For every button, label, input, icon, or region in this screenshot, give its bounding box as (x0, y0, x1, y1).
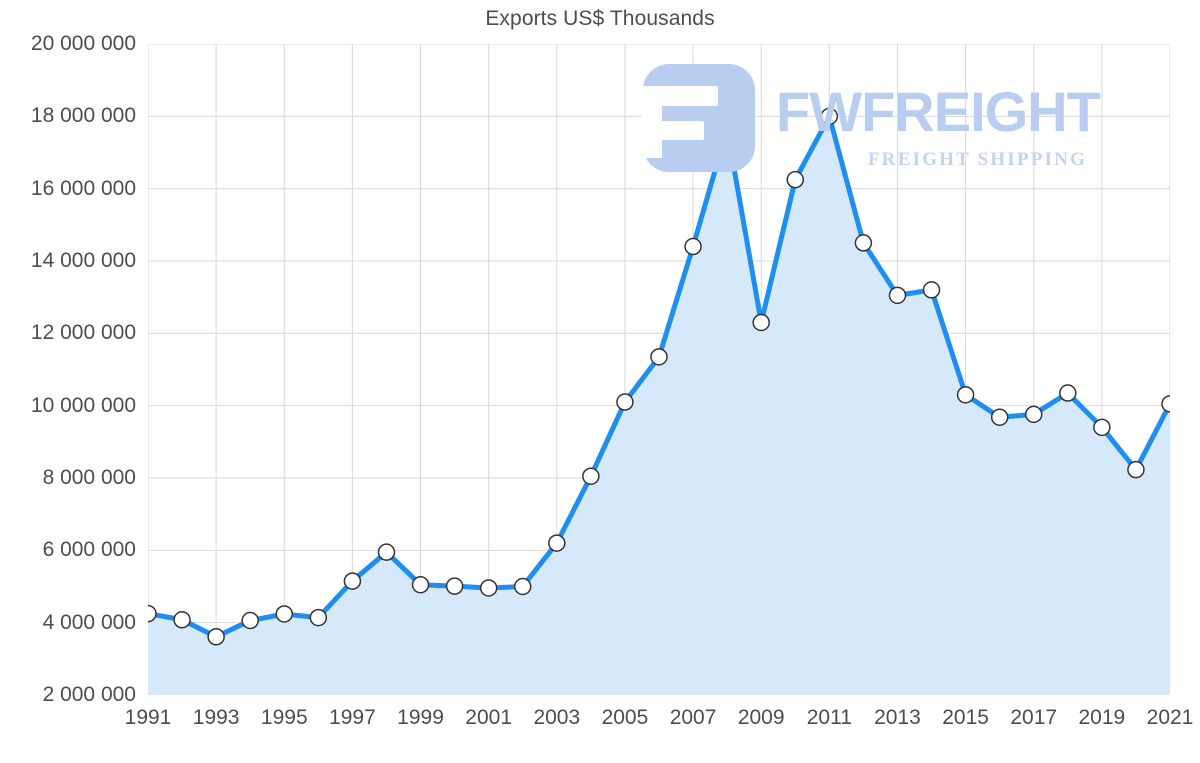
x-axis-tick-label: 1995 (260, 706, 308, 729)
x-axis-tick-label: 2017 (1010, 706, 1058, 729)
x-axis-tick-label: 1993 (192, 706, 240, 729)
x-axis-tick-label: 2009 (737, 706, 785, 729)
x-axis-tick-label: 1991 (124, 706, 172, 729)
y-axis-tick-label: 14 000 000 (30, 249, 136, 272)
x-axis-tick-label: 2011 (806, 706, 852, 729)
y-axis-tick-label: 10 000 000 (30, 393, 136, 417)
y-axis-tick-label: 12 000 000 (30, 321, 136, 345)
line-area-chart (148, 44, 1170, 695)
x-axis-tick-label: 2021 (1146, 706, 1194, 729)
x-axis-tick-label: 2015 (942, 706, 989, 729)
x-axis-tick-label: 2001 (465, 706, 513, 729)
y-axis-tick-label: 8 000 000 (42, 466, 136, 489)
x-axis-tick-label: 2005 (601, 706, 649, 729)
y-axis-tick-label: 20 000 000 (30, 32, 136, 55)
x-axis-tick-label: 1997 (329, 706, 376, 729)
area-fill (148, 116, 1170, 695)
y-axis-tick-label: 6 000 000 (42, 538, 136, 562)
x-axis-tick-label: 2019 (1078, 706, 1126, 729)
x-axis-tick-label: 1999 (397, 706, 444, 729)
x-axis-tick-label: 2003 (533, 706, 581, 729)
y-axis-tick-label: 4 000 000 (42, 610, 136, 634)
x-axis-tick-label: 2013 (874, 706, 921, 729)
y-axis-tick-label: 18 000 000 (30, 104, 136, 128)
y-axis-tick-label: 16 000 000 (30, 176, 136, 200)
plot-area (148, 44, 1170, 695)
chart-title: Exports US$ Thousands (485, 7, 715, 30)
x-axis-tick-label: 2007 (669, 706, 717, 729)
y-axis: 2 000 000 4 000 000 6 000 000 8 000 000 10 0… (0, 0, 136, 763)
y-axis-tick-label: 2 000 000 (42, 683, 136, 706)
